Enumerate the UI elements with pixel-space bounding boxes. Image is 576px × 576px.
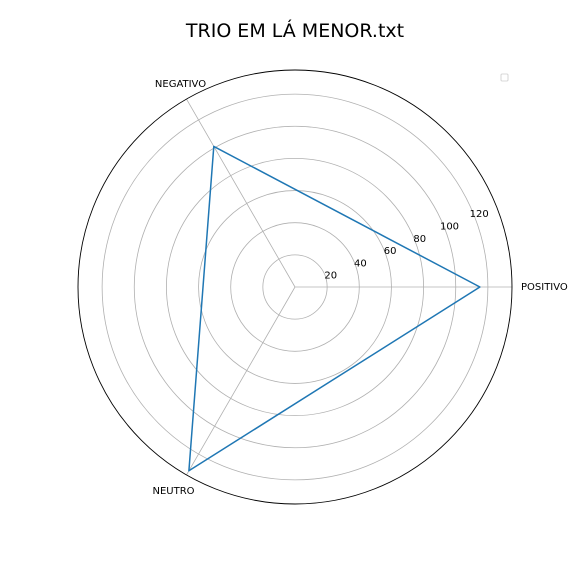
radial-tick-label: 80 <box>413 234 426 245</box>
grid-circle-20 <box>262 254 328 320</box>
grid-circle-40 <box>230 222 360 352</box>
radial-tick-label: 20 <box>324 271 337 282</box>
category-label: POSITIVO <box>521 282 568 293</box>
grid-circle-120 <box>101 93 489 481</box>
radial-tick-label: 60 <box>384 246 397 257</box>
spoke-2 <box>186 286 296 476</box>
radial-tick-label: 120 <box>470 209 489 220</box>
label-layer: 20 40 60 80 100 120 POSITIVO NEGATIVO NEUTRO <box>152 79 567 497</box>
spoke-1 <box>186 98 296 288</box>
outer-frame <box>77 69 513 505</box>
grid-circle-100 <box>133 125 457 449</box>
radial-tick-label: 40 <box>354 258 367 269</box>
series-line-0 <box>188 145 481 472</box>
radial-tick-label: 100 <box>440 221 459 232</box>
series-layer <box>188 145 481 472</box>
category-label: NEGATIVO <box>155 79 206 90</box>
grid-circle-60 <box>198 190 392 384</box>
grid-layer <box>77 69 513 505</box>
category-label: NEUTRO <box>152 486 194 497</box>
legend-box <box>500 73 509 82</box>
chart-title: TRIO EM LÁ MENOR.txt <box>185 20 405 42</box>
grid-circle-80 <box>166 158 424 416</box>
